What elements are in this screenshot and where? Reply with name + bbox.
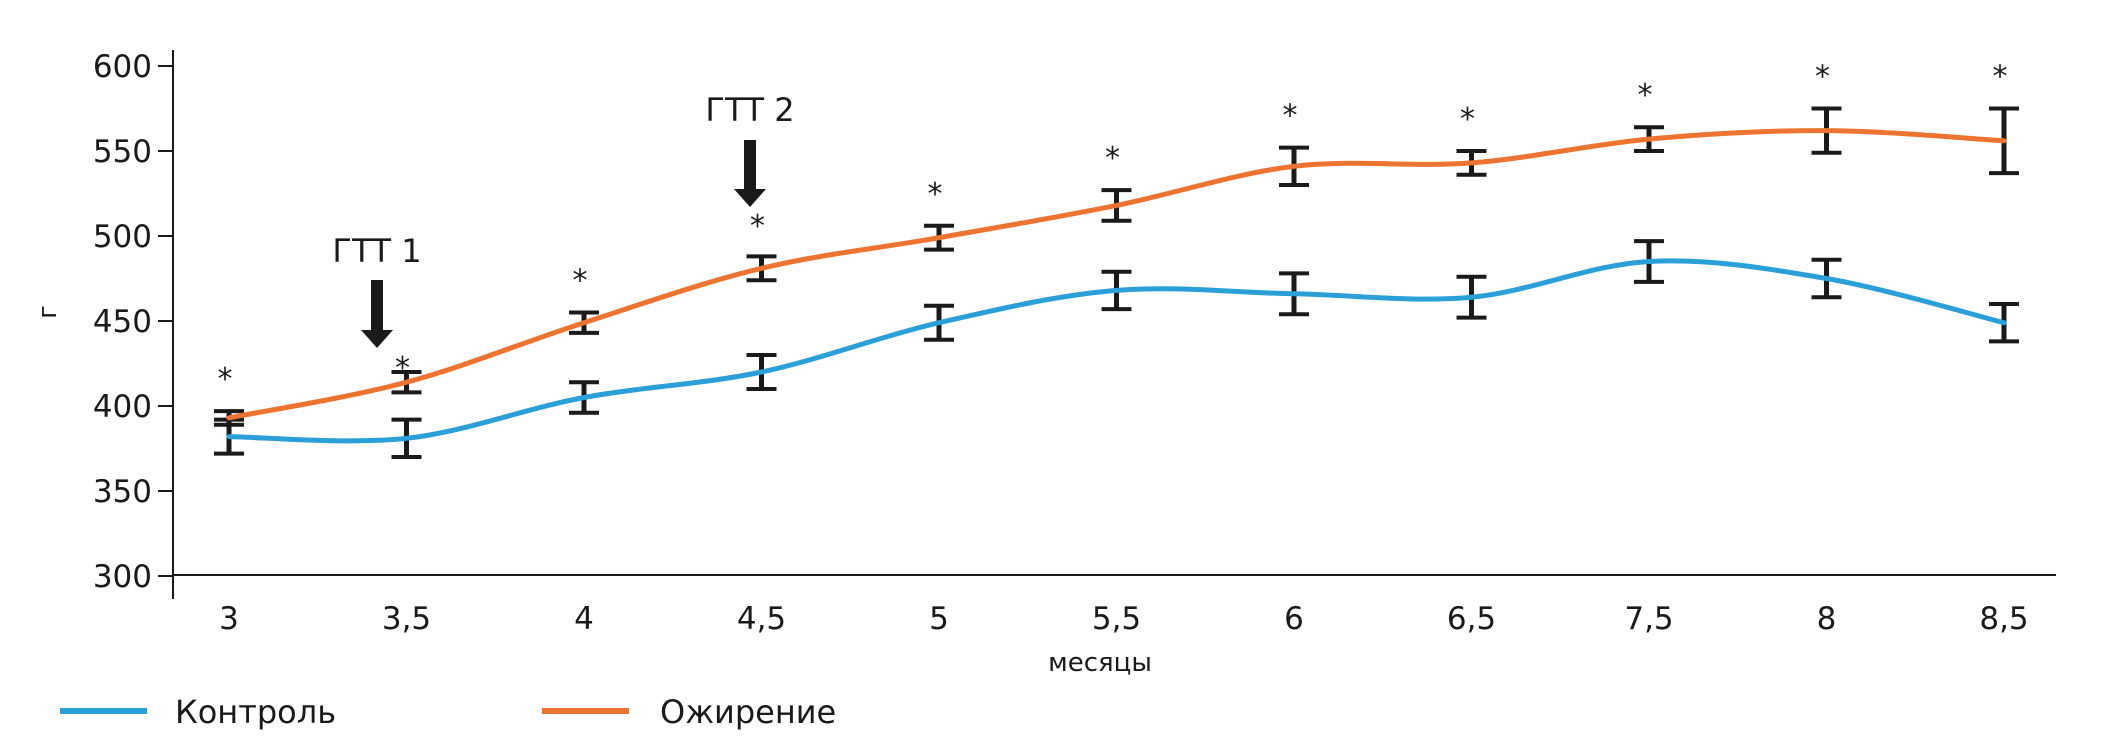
significance-star: * xyxy=(1105,141,1120,176)
significance-star: * xyxy=(1638,78,1653,113)
axes xyxy=(172,50,2056,599)
significance-star: * xyxy=(928,177,943,212)
series-group xyxy=(226,128,2007,444)
y-tick-label: 300 xyxy=(93,559,152,595)
y-tick-label: 350 xyxy=(93,474,152,510)
annotation-gtt-2: ГТТ 2 xyxy=(705,91,795,207)
annotation-label: ГТТ 1 xyxy=(332,232,421,270)
x-tick-label: 5,5 xyxy=(1092,601,1141,637)
annotations: ГТТ 1 ГТТ 2 xyxy=(332,91,795,348)
legend: Контроль Ожирение xyxy=(60,693,836,731)
significance-star: * xyxy=(395,351,410,386)
arrow-head xyxy=(734,189,766,207)
series-line-obesity xyxy=(226,128,2007,421)
significance-star: * xyxy=(573,264,588,299)
y-tick-label: 500 xyxy=(93,219,152,255)
y-tick-label: 550 xyxy=(93,134,152,170)
significance-star: * xyxy=(1283,99,1298,134)
x-tick-label: 3,5 xyxy=(382,601,431,637)
arrow-head xyxy=(361,330,393,348)
x-tick-label: 6,5 xyxy=(1447,601,1496,637)
annotation-label: ГТТ 2 xyxy=(705,91,794,129)
significance-star: * xyxy=(1993,60,2008,95)
x-tick-label: 7,5 xyxy=(1624,601,1673,637)
arrow-down-icon xyxy=(744,140,756,191)
x-tick-label: 8,5 xyxy=(1979,601,2028,637)
series-line-control xyxy=(226,258,2007,444)
y-tick-label: 450 xyxy=(93,304,152,340)
x-tick-label: 6 xyxy=(1284,601,1304,637)
x-axis-label: месяцы xyxy=(1048,648,1152,678)
x-tick-label: 3 xyxy=(219,601,239,637)
significance-star: * xyxy=(218,362,233,397)
legend-item-obesity: Ожирение xyxy=(542,693,836,731)
significance-star: * xyxy=(1460,102,1475,137)
x-tick-label: 5 xyxy=(929,601,949,637)
significance-markers: * * * * * * * * * * * xyxy=(218,60,2008,398)
x-tick-label: 4,5 xyxy=(737,601,786,637)
legend-label: Ожирение xyxy=(660,693,836,731)
significance-star: * xyxy=(1815,60,1830,95)
arrow-down-icon xyxy=(371,280,383,332)
y-tick-label: 400 xyxy=(93,389,152,425)
annotation-gtt-1: ГТТ 1 xyxy=(332,232,422,348)
y-tick-label: 600 xyxy=(93,49,152,85)
y-axis-label: г xyxy=(33,305,63,319)
x-tick-label: 4 xyxy=(574,601,594,637)
legend-item-control: Контроль xyxy=(60,693,336,731)
significance-star: * xyxy=(750,209,765,244)
y-axis-ticks: 300 350 400 450 500 550 600 xyxy=(93,49,173,595)
x-axis-ticks: 3 3,5 4 4,5 5 5,5 6 6,5 7,5 8 8,5 xyxy=(219,601,2029,637)
legend-label: Контроль xyxy=(175,693,336,731)
x-tick-label: 8 xyxy=(1817,601,1837,637)
